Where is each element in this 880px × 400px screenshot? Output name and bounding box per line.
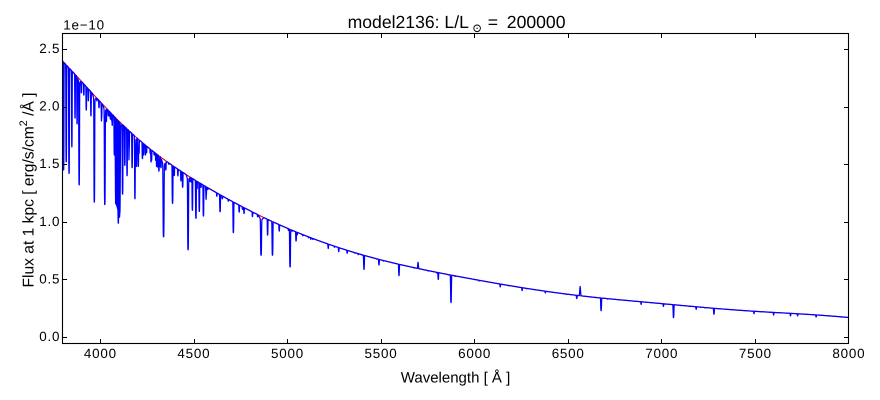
svg-text:4500: 4500 [177,346,210,361]
svg-text:Wavelength [ Å ]: Wavelength [ Å ] [401,369,511,387]
svg-text:2.5: 2.5 [39,41,60,56]
svg-text:6000: 6000 [458,346,491,361]
svg-text:200000: 200000 [507,12,566,32]
svg-text:4000: 4000 [84,346,117,361]
svg-text:1e−10: 1e−10 [63,17,105,32]
svg-text:model2136: L/L: model2136: L/L [348,12,470,32]
svg-text:7500: 7500 [739,346,772,361]
svg-text:0.5: 0.5 [39,271,60,286]
svg-text:5000: 5000 [271,346,304,361]
svg-text:2.0: 2.0 [39,99,60,114]
svg-text:=: = [488,12,498,32]
svg-text:Flux at 1 kpc [ erg/s/cm2 /Å ]: Flux at 1 kpc [ erg/s/cm2 /Å ] [18,93,37,288]
svg-text:1.5: 1.5 [39,156,60,171]
svg-text:0.0: 0.0 [39,329,60,344]
svg-text:5500: 5500 [365,346,398,361]
svg-text:7000: 7000 [645,346,678,361]
svg-text:8000: 8000 [832,346,865,361]
svg-text:6500: 6500 [552,346,585,361]
svg-text:1.0: 1.0 [39,214,60,229]
